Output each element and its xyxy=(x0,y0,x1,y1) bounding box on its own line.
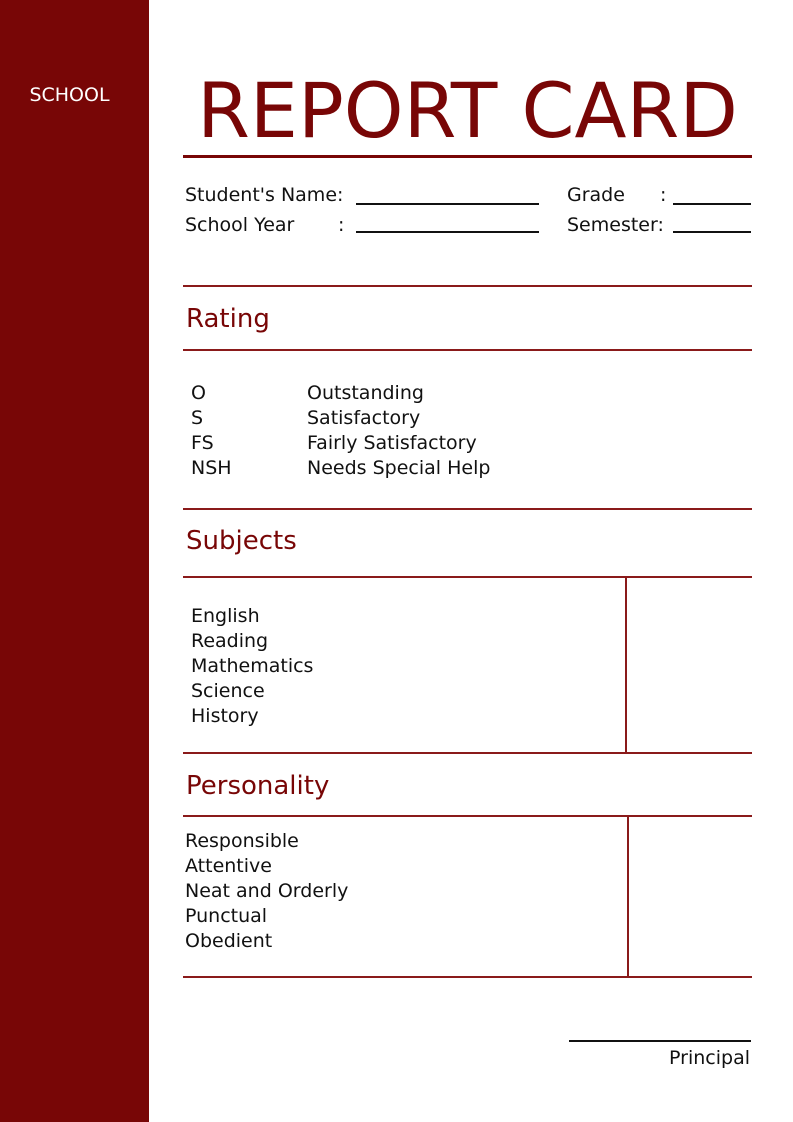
divider xyxy=(183,815,752,817)
divider xyxy=(183,576,752,578)
subject-item: Science xyxy=(191,680,265,702)
grade-colon: : xyxy=(660,184,667,206)
rating-row: S Satisfactory xyxy=(191,406,490,431)
principal-label: Principal xyxy=(669,1047,750,1069)
divider xyxy=(183,349,752,351)
personality-item: Obedient xyxy=(185,930,273,952)
rating-heading: Rating xyxy=(186,304,270,334)
rating-code: NSH xyxy=(191,457,232,479)
rating-code: S xyxy=(191,407,204,429)
student-name-label: Student's Name: xyxy=(185,184,344,206)
divider xyxy=(183,285,752,287)
subject-item: English xyxy=(191,605,260,627)
rating-row: NSH Needs Special Help xyxy=(191,456,490,481)
rating-code: FS xyxy=(191,432,214,454)
grade-field[interactable] xyxy=(673,203,751,205)
rating-list: O Outstanding S Satisfactory FS Fairly Sati… xyxy=(191,381,490,481)
personality-heading: Personality xyxy=(186,771,330,801)
subject-item: Mathematics xyxy=(191,655,314,677)
personality-list: Responsible Attentive Neat and Orderly P… xyxy=(185,829,348,954)
subject-item: History xyxy=(191,705,259,727)
rating-label: Fairly Satisfactory xyxy=(307,432,477,454)
rating-row: O Outstanding xyxy=(191,381,490,406)
rating-label: Satisfactory xyxy=(307,407,421,429)
school-label: SCHOOL xyxy=(29,84,110,106)
page-title: REPORT CARD xyxy=(197,66,738,155)
divider xyxy=(183,752,752,754)
rating-label: Needs Special Help xyxy=(307,457,491,479)
personality-item: Neat and Orderly xyxy=(185,880,349,902)
student-name-field[interactable] xyxy=(356,203,539,205)
school-year-colon: : xyxy=(338,214,345,236)
rating-row: FS Fairly Satisfactory xyxy=(191,431,490,456)
principal-signature-line[interactable] xyxy=(569,1040,751,1042)
subjects-column-divider xyxy=(625,577,627,753)
rating-code: O xyxy=(191,382,206,404)
grade-label: Grade xyxy=(567,184,625,206)
subject-item: Reading xyxy=(191,630,269,652)
personality-item: Punctual xyxy=(185,905,268,927)
divider xyxy=(183,976,752,978)
sidebar xyxy=(0,0,149,1122)
school-year-field[interactable] xyxy=(356,231,539,233)
divider xyxy=(183,508,752,510)
subjects-heading: Subjects xyxy=(186,526,297,556)
personality-column-divider xyxy=(627,816,629,977)
school-year-label: School Year xyxy=(185,214,295,236)
semester-label: Semester: xyxy=(567,214,664,236)
semester-field[interactable] xyxy=(673,231,751,233)
title-underline xyxy=(183,155,752,158)
subjects-list: English Reading Mathematics Science Hist… xyxy=(191,604,313,729)
personality-item: Responsible xyxy=(185,830,299,852)
rating-label: Outstanding xyxy=(307,382,424,404)
personality-item: Attentive xyxy=(185,855,272,877)
